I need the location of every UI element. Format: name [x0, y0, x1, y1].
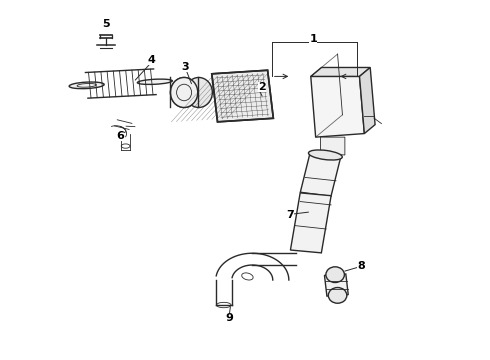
Ellipse shape	[171, 77, 198, 108]
Ellipse shape	[328, 288, 347, 303]
Text: 7: 7	[286, 210, 294, 220]
Ellipse shape	[137, 79, 172, 85]
Text: 1: 1	[309, 34, 317, 44]
Polygon shape	[360, 67, 375, 134]
Text: 5: 5	[102, 19, 110, 29]
Ellipse shape	[309, 150, 343, 160]
Polygon shape	[311, 67, 370, 76]
Polygon shape	[320, 137, 345, 155]
Ellipse shape	[171, 77, 198, 108]
Text: 2: 2	[258, 82, 266, 92]
Text: 4: 4	[147, 55, 155, 65]
Text: 9: 9	[225, 313, 233, 323]
Polygon shape	[311, 76, 365, 137]
Text: 3: 3	[182, 63, 189, 72]
Text: 8: 8	[357, 261, 365, 271]
Polygon shape	[324, 274, 348, 296]
Ellipse shape	[185, 77, 212, 108]
Text: 6: 6	[116, 131, 123, 141]
Polygon shape	[300, 153, 341, 196]
Ellipse shape	[326, 267, 344, 283]
Ellipse shape	[69, 82, 104, 89]
Polygon shape	[212, 70, 273, 122]
Polygon shape	[291, 193, 331, 253]
